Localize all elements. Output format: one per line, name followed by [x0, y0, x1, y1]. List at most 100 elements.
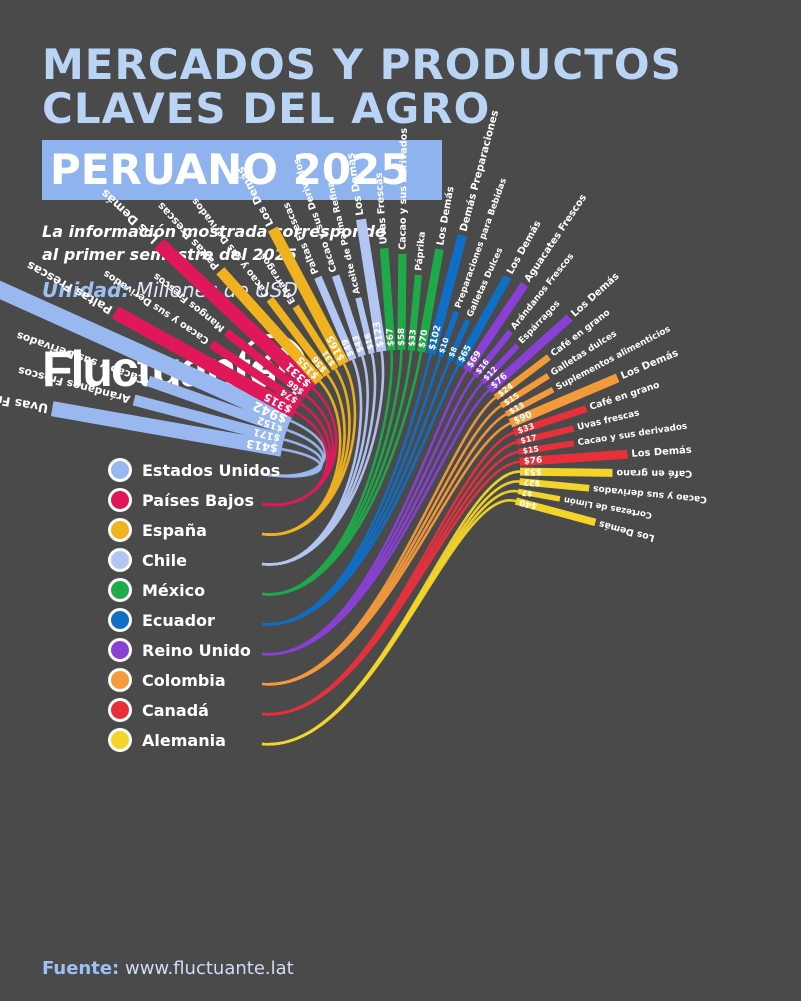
label-estados-unidos-0: Uvas Frescas	[0, 386, 49, 417]
legend-reino-unido: Reino Unido	[142, 641, 251, 660]
bar-colombia-3	[508, 373, 620, 428]
label-mexico-2: Páprika	[413, 231, 428, 271]
link-estados-unidos-3	[261, 419, 327, 477]
ec-flag-icon	[108, 608, 132, 632]
value-chile-2: $16	[363, 332, 376, 351]
bar-reino-unido-3	[486, 314, 573, 394]
value-mexico-1: $58	[397, 328, 407, 346]
bar-alemania-1	[519, 478, 590, 492]
bar-colombia-1	[499, 373, 550, 409]
bar-espana-0	[216, 267, 324, 385]
bar-paises-bajos-2	[223, 328, 309, 399]
bar-mexico-0	[379, 247, 396, 351]
value-canada-1: $17	[520, 433, 538, 446]
bar-estados-unidos-1	[132, 394, 286, 445]
label-alemania-1: Cacao y sus derivados	[593, 483, 708, 504]
link-chile-3	[261, 351, 385, 566]
bar-canada-0	[512, 405, 588, 436]
bar-ecuador-2	[446, 318, 471, 362]
legend-ecuador: Ecuador	[142, 611, 215, 630]
bar-colombia-2	[504, 387, 555, 417]
bar-reino-unido-1	[472, 329, 513, 379]
value-alemania-3: $40	[518, 498, 538, 512]
bar-paises-bajos-0	[111, 306, 299, 418]
unit-label: Unidad:	[42, 278, 130, 302]
bar-ecuador-0	[426, 233, 467, 356]
bar-ecuador-3	[454, 274, 512, 368]
source-value: www.fluctuante.lat	[124, 958, 294, 979]
legend-paises-bajos: Países Bajos	[142, 491, 254, 510]
uk-flag-icon	[108, 638, 132, 662]
bar-espana-2	[292, 304, 339, 371]
value-ecuador-2: $8	[447, 345, 460, 358]
label-espana-3: Los Demás	[234, 164, 276, 228]
bar-chile-1	[331, 274, 366, 358]
bar-mexico-2	[407, 274, 422, 351]
legend-espana: España	[142, 521, 207, 540]
bar-espana-1	[266, 296, 331, 378]
bar-paises-bajos-1	[208, 340, 303, 408]
bar-chile-0	[314, 275, 357, 362]
bar-reino-unido-2	[480, 343, 520, 385]
label-alemania-3: Los Demás	[597, 518, 655, 544]
legend-estados-unidos: Estados Unidos	[142, 461, 280, 480]
link-espana-3	[261, 363, 357, 536]
title-line-3: PERUANO 2025	[42, 140, 442, 200]
title-line-2: CLAVES DEL AGRO	[42, 84, 491, 133]
label-mexico-3: Los Demás	[434, 185, 456, 246]
bar-canada-2	[518, 440, 575, 455]
link-mexico-3	[261, 351, 423, 596]
bar-chile-3	[356, 218, 387, 353]
bar-ecuador-1	[437, 310, 460, 358]
chord-links	[261, 349, 521, 746]
value-canada-2: $15	[522, 444, 540, 455]
mx-flag-icon	[108, 578, 132, 602]
bar-alemania-0	[519, 467, 613, 477]
legend-mexico: México	[142, 581, 205, 600]
value-alemania-0: $53	[524, 466, 542, 476]
value-alemania-2: $7	[521, 488, 533, 499]
bar-estados-unidos-0	[50, 401, 284, 457]
label-mexico-1: Cacao y sus Derivados	[397, 128, 409, 250]
value-mexico-3: $70	[417, 329, 430, 349]
label-alemania-0: Café en grano	[616, 467, 692, 480]
label-canada-3: Los Demás	[631, 444, 692, 460]
label-paises-bajos-3: Los Demás	[98, 186, 161, 246]
bar-mexico-3	[416, 248, 444, 353]
bar-alemania-3	[514, 497, 597, 526]
value-mexico-0: $67	[385, 328, 396, 347]
value-mexico-2: $33	[406, 329, 418, 347]
us-flag-icon	[108, 458, 132, 482]
link-alemania-3	[261, 499, 517, 746]
bar-canada-3	[519, 449, 628, 467]
bar-mexico-1	[397, 253, 407, 351]
bar-alemania-2	[517, 488, 561, 502]
bar-estados-unidos-3	[0, 280, 295, 429]
bar-paises-bajos-3	[154, 238, 318, 393]
legend-canada: Canadá	[142, 701, 209, 720]
title-line-1: MERCADOS Y PRODUCTOS	[42, 40, 682, 89]
bar-espana-3	[267, 226, 349, 367]
label-mexico-0: Uvas Frescas	[374, 172, 390, 245]
cl-flag-icon	[108, 548, 132, 572]
legend-colombia: Colombia	[142, 671, 226, 690]
source-label: Fuente:	[42, 958, 120, 979]
link-reino-unido-3	[261, 388, 491, 656]
bar-reino-unido-0	[463, 281, 529, 373]
value-alemania-1: $27	[523, 477, 541, 489]
de-flag-icon	[108, 728, 132, 752]
link-colombia-3	[261, 422, 512, 686]
bar-colombia-0	[493, 354, 551, 401]
bar-estados-unidos-2	[146, 375, 289, 436]
link-ecuador-3	[261, 364, 460, 626]
nl-flag-icon	[108, 488, 132, 512]
link-canada-3	[261, 460, 520, 716]
source-note: Fuente: www.fluctuante.lat	[42, 958, 294, 979]
link-paises-bajos-3	[261, 386, 338, 507]
legend-chile: Chile	[142, 551, 187, 570]
bar-chile-2	[355, 297, 375, 355]
label-reino-unido-3: Los Demás	[569, 270, 622, 319]
value-chile-3: $123	[371, 321, 386, 349]
